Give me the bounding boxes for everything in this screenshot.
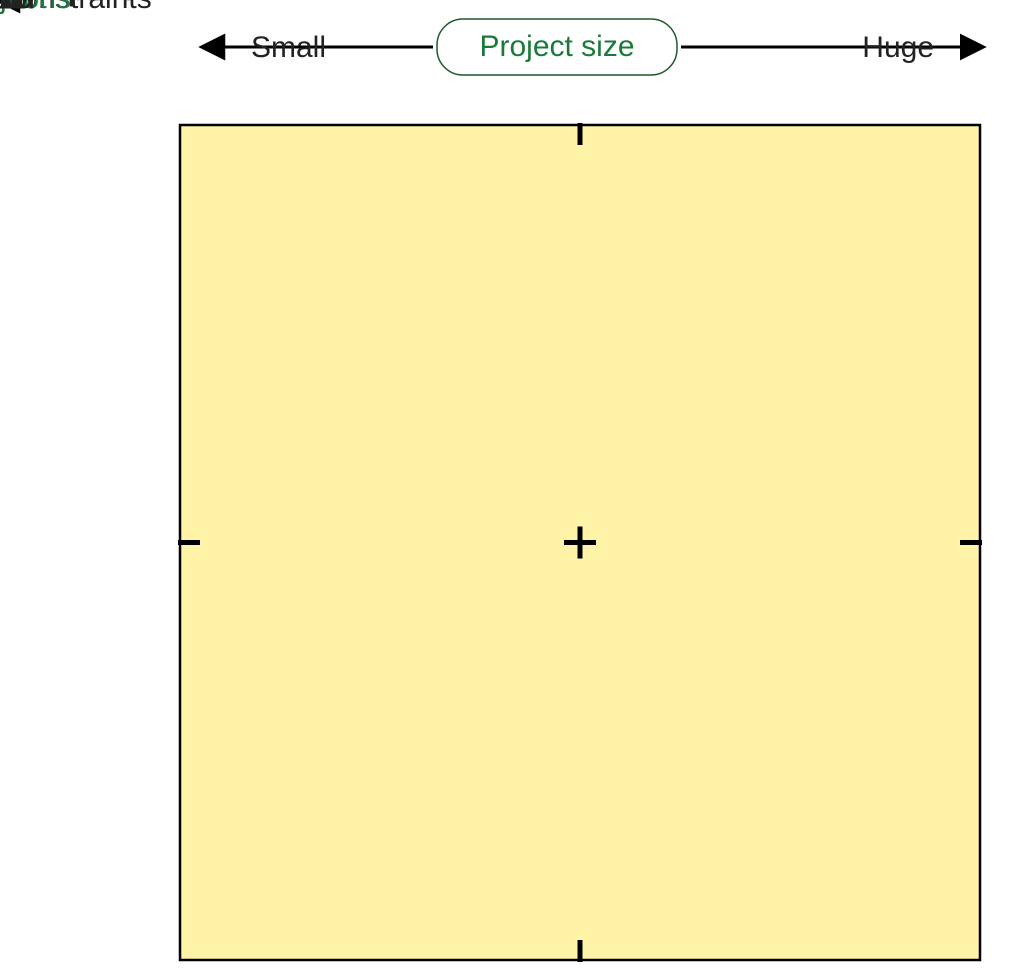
x-axis: Small Huge Project size: [205, 19, 980, 75]
poc-label-line2: Comparison: [0, 0, 173, 7]
x-axis-high-label: Huge: [862, 31, 934, 64]
diagram-root: Small Huge Project size Constraints Leew…: [0, 0, 1024, 972]
x-axis-low-label: Small: [251, 31, 326, 64]
x-axis-title: Project size: [479, 30, 634, 63]
